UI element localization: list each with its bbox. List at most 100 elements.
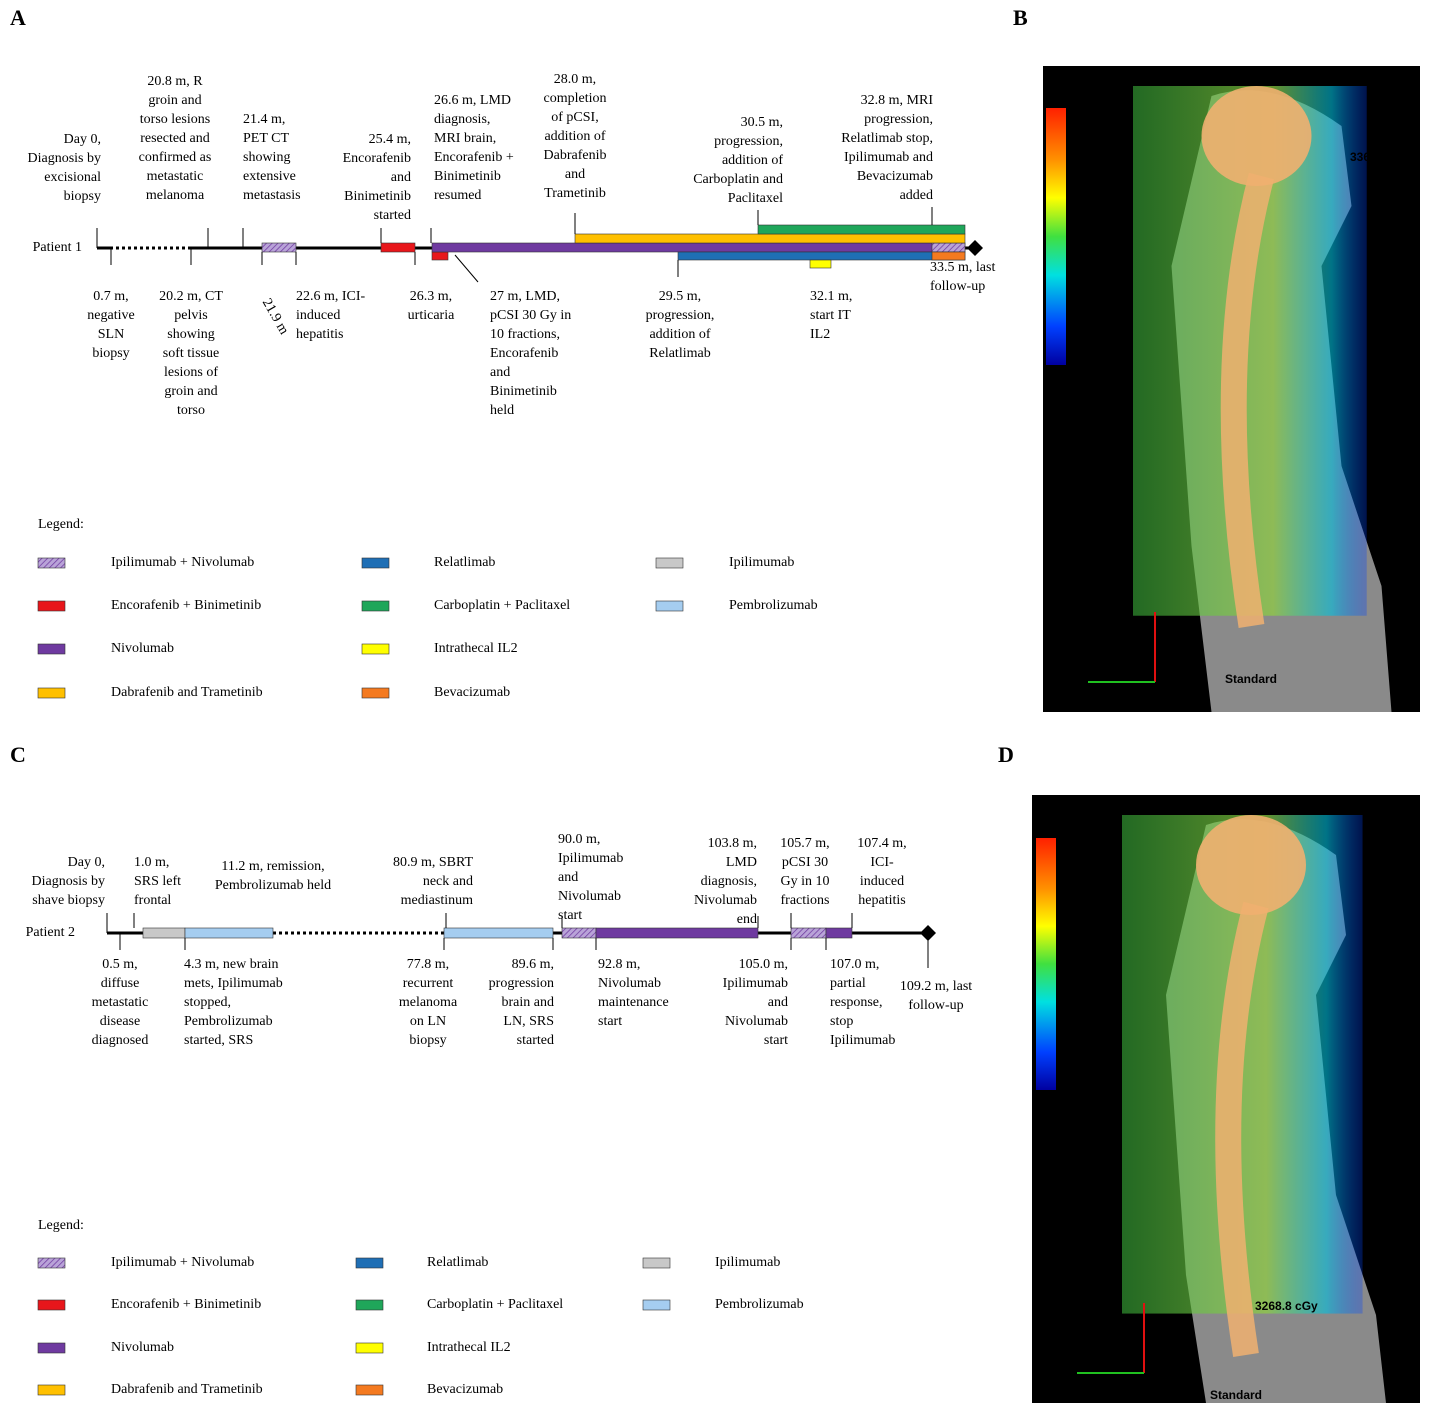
legend-title: Legend: xyxy=(38,1218,84,1233)
event-label: response, xyxy=(830,995,883,1010)
image-min: 500.0 xyxy=(1049,375,1079,389)
treatment-bar xyxy=(931,242,966,253)
event-label: diagnosis, xyxy=(701,874,757,889)
event-label: Binimetinib xyxy=(434,169,501,184)
legend-label: Dabrafenib and Trametinib xyxy=(111,685,263,700)
legend-swatch xyxy=(642,1299,671,1311)
legend-label: Pembrolizumab xyxy=(729,598,818,613)
legend-title: Legend: xyxy=(38,517,84,532)
event-label: Relatlimab xyxy=(649,346,710,361)
event-label: Day 0, xyxy=(68,855,105,870)
event-label: LMD xyxy=(726,855,757,870)
event-label: pelvis xyxy=(174,308,207,323)
event-label: 109.2 m, last xyxy=(900,979,972,994)
event-label: SRS left xyxy=(134,874,181,889)
legend-swatch xyxy=(361,600,390,612)
event-label: 89.6 m, xyxy=(512,957,554,972)
event-label: 11.2 m, remission, xyxy=(221,859,324,874)
legend-label: Nivolumab xyxy=(111,641,174,656)
scale-label: 1000.0 xyxy=(1074,312,1111,326)
image-header: Color wash [cGy] xyxy=(1036,795,1135,809)
scale-label: 1500.0 xyxy=(1074,272,1111,286)
event-label: stopped, xyxy=(184,995,231,1010)
event-label: Nivolumab xyxy=(725,1014,788,1029)
orientation: P xyxy=(1058,1154,1069,1171)
event-label: 25.4 m, xyxy=(369,132,411,147)
event-label: metastatic xyxy=(147,169,204,184)
patient-label: Patient 1 xyxy=(33,240,82,255)
event-label: lesions of xyxy=(164,365,218,380)
treatment-bar xyxy=(380,242,416,253)
event-label: progression xyxy=(489,976,554,991)
scale-label: 3000.0 xyxy=(1064,865,1101,879)
scale-label: 500.0 xyxy=(1064,1084,1094,1098)
dose-head xyxy=(1201,86,1312,186)
event-label: 4.3 m, new brain xyxy=(184,957,278,972)
event-label: groin and xyxy=(164,384,217,399)
event-label: 26.6 m, LMD xyxy=(434,93,511,108)
legend-swatch xyxy=(37,1342,66,1354)
event-label: 20.2 m, CT xyxy=(159,289,223,304)
legend-label: Ipilimumab xyxy=(715,1255,780,1270)
event-label: 21.9 m xyxy=(259,296,291,337)
event-label: start xyxy=(764,1033,788,1048)
event-label: biopsy xyxy=(92,346,129,361)
event-label: follow-up xyxy=(930,279,985,294)
scale-label: 3301.4 xyxy=(1064,835,1101,849)
scale-label: 1500.0 xyxy=(1064,992,1101,1006)
event-label: follow-up xyxy=(908,998,963,1013)
treatment-bar xyxy=(757,224,966,235)
event-label: and xyxy=(768,995,788,1010)
event-label: mediastinum xyxy=(401,893,473,908)
dose-spine xyxy=(1220,172,1275,628)
event-label: melanoma xyxy=(146,188,205,203)
event-label: 20.8 m, R xyxy=(147,74,203,89)
legend-label: Carboplatin + Paclitaxel xyxy=(427,1297,563,1312)
scale-label: 2000.0 xyxy=(1064,950,1101,964)
legend-label: Ipilimumab xyxy=(729,555,794,570)
legend-swatch xyxy=(355,1257,384,1269)
event-label: induced xyxy=(296,308,340,323)
event-label: 26.3 m, xyxy=(410,289,452,304)
event-label: and xyxy=(565,167,585,182)
event-pointer xyxy=(454,254,479,283)
event-label: 1.0 m, xyxy=(134,855,169,870)
legend-swatch xyxy=(37,1384,66,1396)
event-label: Paclitaxel xyxy=(728,191,783,206)
image-header: Color wash [cGy] xyxy=(1047,66,1146,80)
event-label: Binimetinib xyxy=(344,189,411,204)
event-label: start IT xyxy=(810,308,851,323)
event-label: diagnosis, xyxy=(434,112,490,127)
event-label: hepatitis xyxy=(296,327,343,342)
event-label: 77.8 m, xyxy=(407,957,449,972)
image-max: 3526.3 xyxy=(1049,85,1086,99)
legend-label: Encorafenib + Binimetinib xyxy=(111,598,261,613)
event-label: soft tissue xyxy=(163,346,219,361)
legend-swatch xyxy=(37,600,66,612)
color-bar xyxy=(1036,838,1056,1090)
event-label: 29.5 m, xyxy=(659,289,701,304)
event-label: Ipilimumab xyxy=(830,1033,895,1048)
event-label: IL2 xyxy=(810,327,830,342)
event-label: started xyxy=(517,1033,554,1048)
event-label: disease xyxy=(100,1014,140,1029)
event-label: 105.7 m, xyxy=(780,836,829,851)
event-label: progression, xyxy=(646,308,715,323)
legend-label: Intrathecal IL2 xyxy=(427,1340,511,1355)
event-label: Carboplatin and xyxy=(693,172,783,187)
point-dose: 3268.8 cGy xyxy=(1255,1299,1318,1313)
event-label: fractions xyxy=(781,893,830,908)
treatment-bar xyxy=(261,242,297,253)
event-label: 22.6 m, ICI- xyxy=(296,289,366,304)
panel-letter: D xyxy=(998,742,1014,767)
legend-swatch xyxy=(355,1342,384,1354)
color-bar xyxy=(1046,108,1066,365)
event-label: Pembrolizumab xyxy=(184,1014,273,1029)
event-label: groin and xyxy=(148,93,201,108)
treatment-bar xyxy=(431,251,449,261)
event-label: pCSI 30 xyxy=(782,855,828,870)
event-label: brain and xyxy=(502,995,554,1010)
treatment-bar xyxy=(184,927,274,939)
window-label: Standard xyxy=(1210,1388,1262,1402)
legend-swatch xyxy=(642,1257,671,1269)
